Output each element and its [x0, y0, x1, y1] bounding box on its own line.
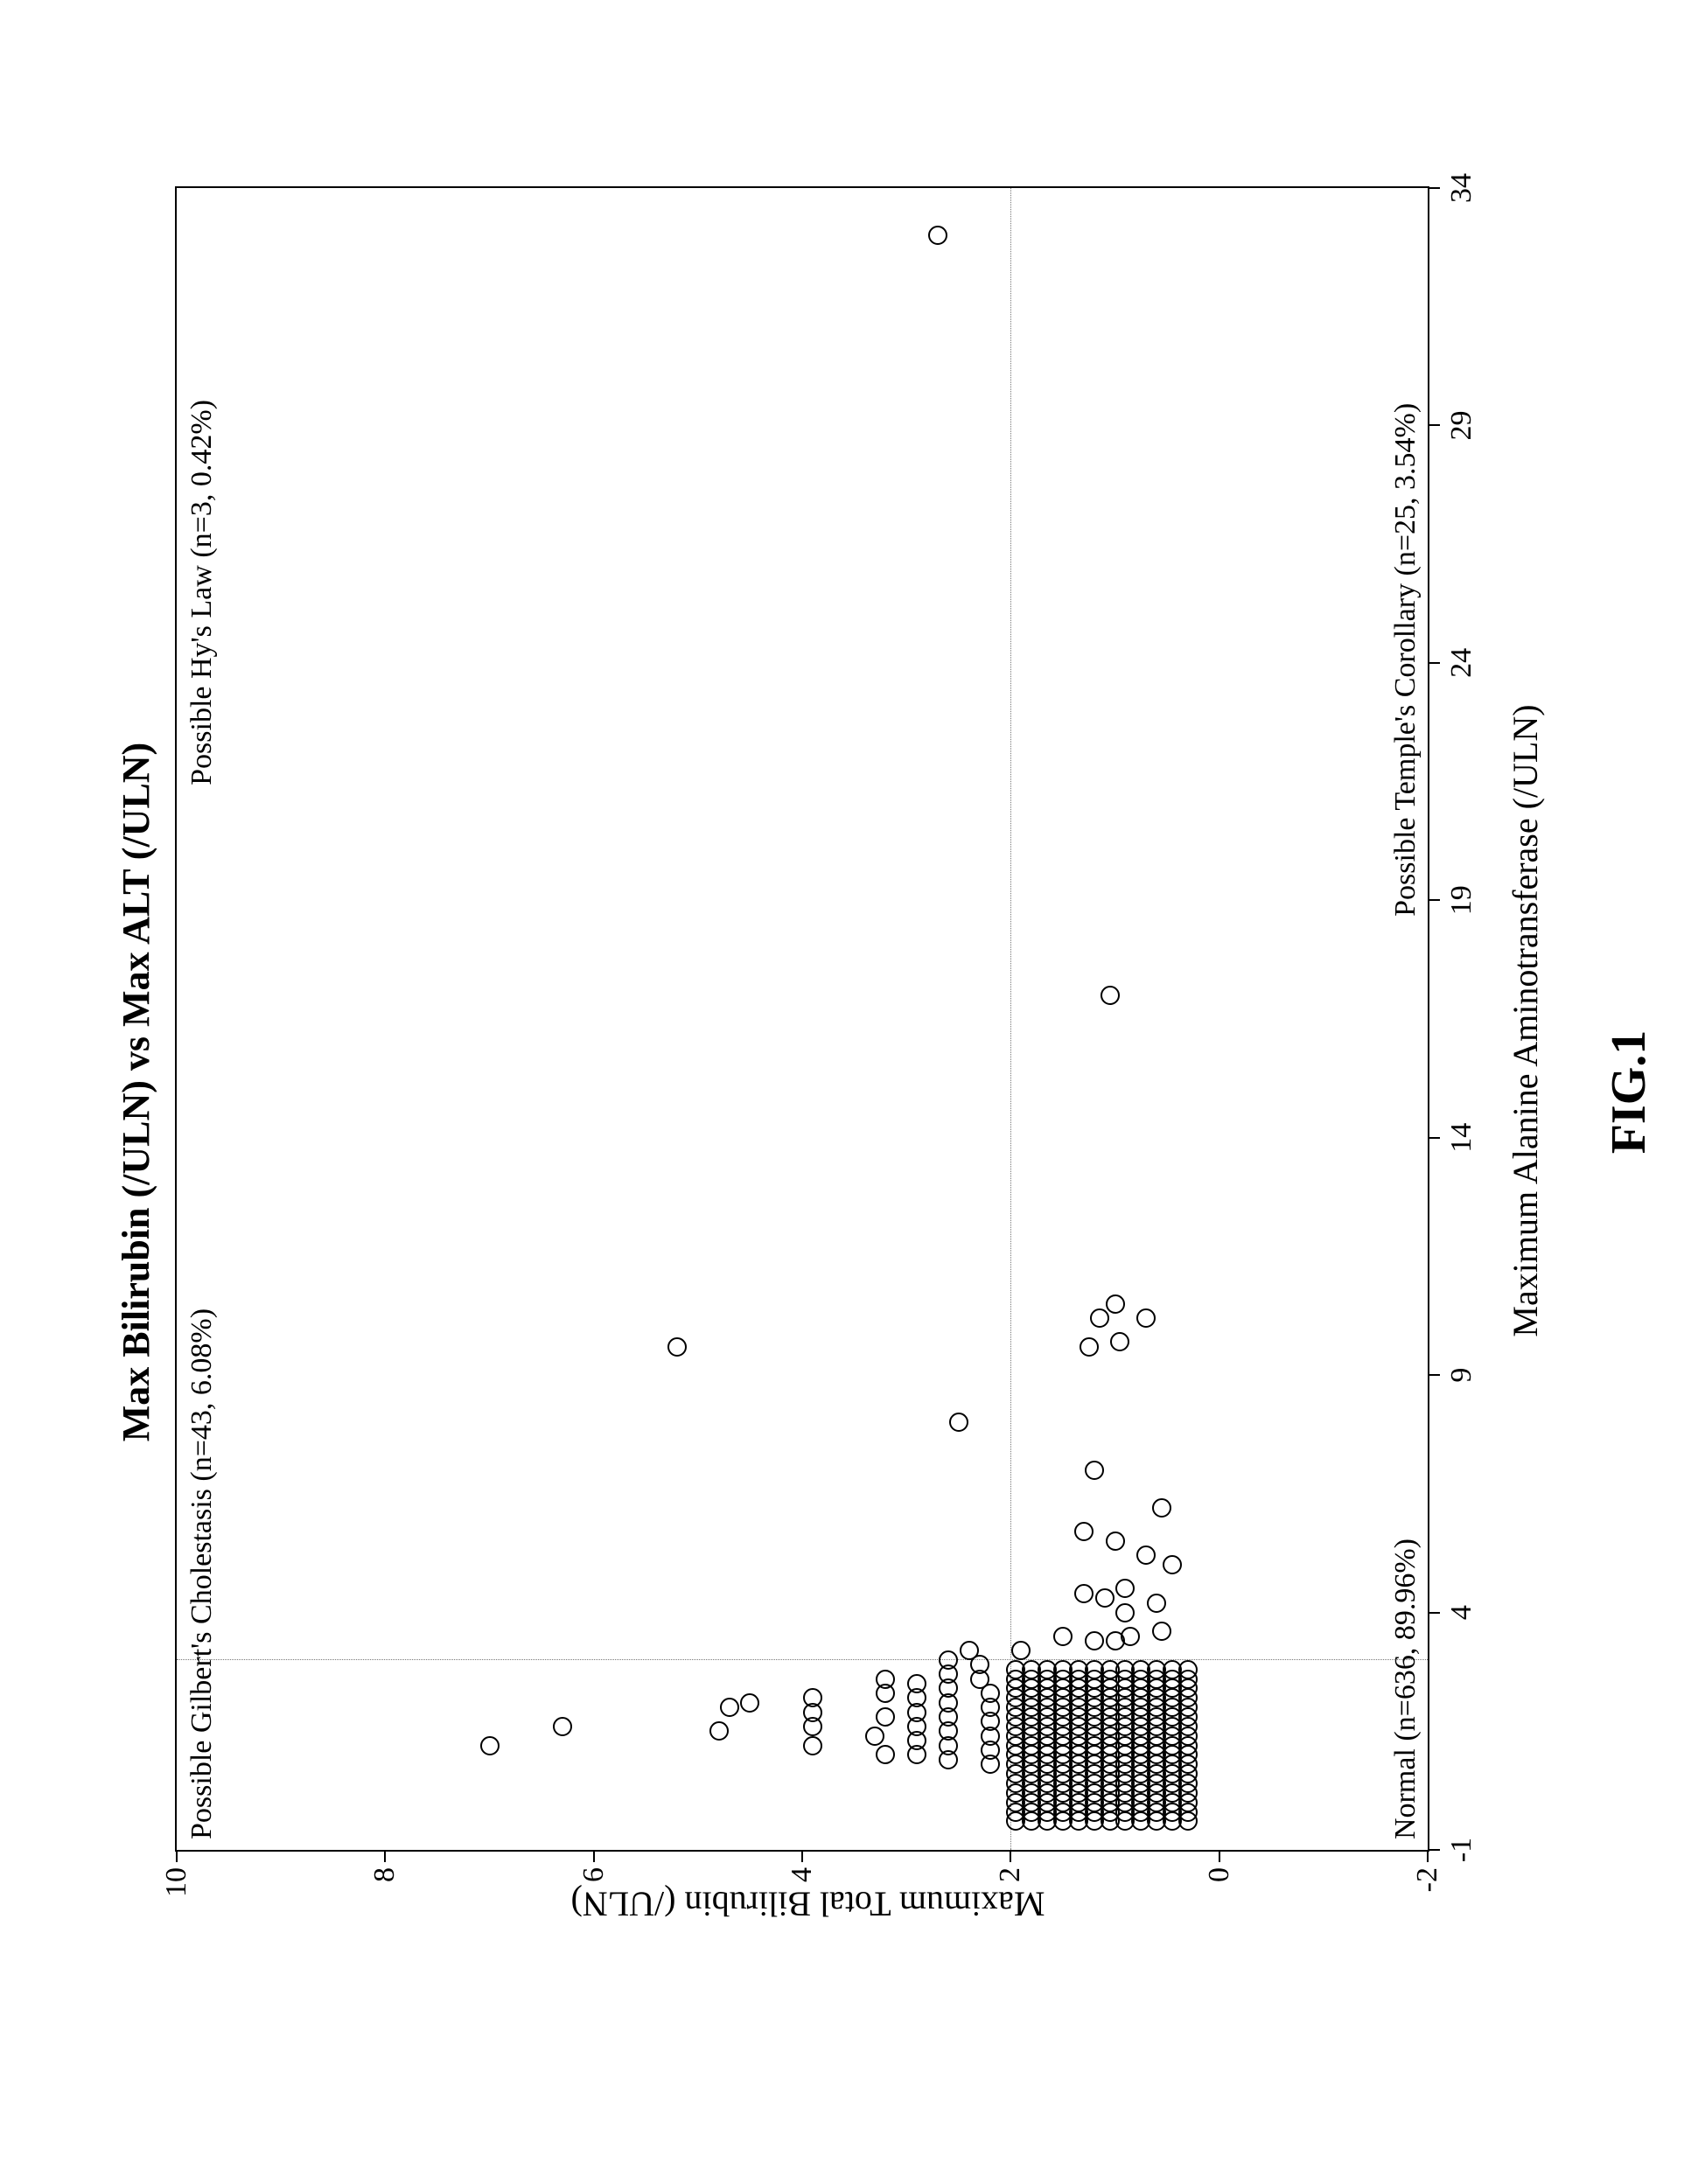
data-point	[1106, 1532, 1125, 1551]
data-point	[709, 1721, 729, 1741]
x-tick	[1428, 1612, 1440, 1614]
x-tick-label: 24	[1445, 648, 1478, 678]
y-tick	[1427, 1850, 1429, 1862]
data-point	[1090, 1308, 1109, 1328]
reference-line-horizontal	[1010, 188, 1011, 1850]
data-point	[876, 1745, 895, 1764]
y-tick	[384, 1850, 386, 1862]
data-point	[1147, 1594, 1166, 1613]
figure-caption: FIG.1	[1601, 0, 1657, 2184]
quadrant-label-lower-right: Possible Temple's Corollary (n=25, 3.54%…	[1389, 403, 1422, 917]
data-point	[1110, 1332, 1129, 1351]
x-tick	[1428, 1374, 1440, 1376]
data-point	[803, 1736, 822, 1755]
reference-line-vertical	[177, 1659, 1428, 1660]
quadrant-label-upper-left: Possible Gilbert's Cholestasis (n=43, 6.…	[185, 1308, 219, 1839]
data-point	[1074, 1584, 1094, 1603]
data-point	[1152, 1622, 1171, 1641]
data-point	[1136, 1308, 1156, 1328]
data-point	[1115, 1603, 1135, 1622]
x-tick-label: 9	[1445, 1368, 1478, 1383]
x-tick	[1428, 1137, 1440, 1139]
data-point	[1115, 1579, 1135, 1598]
y-tick	[801, 1850, 803, 1862]
y-tick-label: 10	[160, 1867, 193, 1911]
data-point	[876, 1707, 895, 1727]
y-tick-label: 0	[1203, 1867, 1236, 1911]
data-point	[553, 1717, 572, 1736]
data-point	[876, 1670, 895, 1689]
x-tick-label: 4	[1445, 1605, 1478, 1620]
data-point	[740, 1693, 759, 1713]
data-point	[803, 1688, 822, 1707]
data-point	[928, 226, 947, 245]
y-tick	[593, 1850, 595, 1862]
data-point	[1136, 1546, 1156, 1565]
y-tick	[1010, 1850, 1011, 1862]
data-point	[1095, 1588, 1115, 1608]
y-tick-label: 8	[368, 1867, 402, 1911]
data-point	[1080, 1337, 1099, 1357]
data-point	[981, 1755, 1000, 1774]
quadrant-label-lower-left: Normal (n=636, 89.96%)	[1389, 1539, 1422, 1839]
y-tick	[176, 1850, 178, 1862]
data-point	[1106, 1631, 1125, 1650]
data-point	[1085, 1461, 1104, 1480]
x-tick-label: 14	[1445, 1123, 1478, 1153]
data-point	[1106, 1294, 1125, 1314]
data-point	[1074, 1522, 1094, 1541]
y-axis-title: Maximum Total Bilirubin (/ULN)	[415, 1884, 1202, 1925]
chart-title: Max Bilirubin (/ULN) vs Max ALT (/ULN)	[114, 0, 158, 2184]
data-point	[939, 1650, 958, 1670]
scatter-plot-area: -1491419242934-20246810Possible Gilbert'…	[175, 186, 1429, 1852]
data-point	[1053, 1627, 1073, 1646]
data-point	[949, 1413, 968, 1432]
data-point	[1178, 1660, 1198, 1679]
data-point	[480, 1736, 500, 1755]
x-tick	[1428, 899, 1440, 901]
x-axis-title: Maximum Alanine Aminotransferase (/ULN)	[1505, 190, 1546, 1852]
data-point	[907, 1674, 926, 1693]
x-tick	[1428, 662, 1440, 664]
y-tick	[1219, 1850, 1220, 1862]
x-tick	[1428, 1849, 1440, 1851]
data-point	[1085, 1631, 1104, 1650]
data-point	[1101, 986, 1120, 1005]
figure-landscape: Max Bilirubin (/ULN) vs Max ALT (/ULN) -…	[0, 0, 1705, 2184]
rotated-figure-container: Max Bilirubin (/ULN) vs Max ALT (/ULN) -…	[0, 0, 1705, 2184]
x-tick	[1428, 187, 1440, 189]
data-point	[1163, 1555, 1182, 1574]
x-tick	[1428, 424, 1440, 426]
page: Max Bilirubin (/ULN) vs Max ALT (/ULN) -…	[0, 0, 1705, 2184]
data-point	[865, 1727, 884, 1746]
x-tick-label: -1	[1445, 1838, 1478, 1862]
y-tick-label: -2	[1411, 1867, 1444, 1911]
x-tick-label: 19	[1445, 885, 1478, 915]
data-point	[720, 1698, 739, 1717]
data-point	[1152, 1498, 1171, 1518]
quadrant-label-upper-right: Possible Hy's Law (n=3, 0.42%)	[185, 400, 219, 785]
data-point	[1011, 1641, 1031, 1660]
x-tick-label: 34	[1445, 173, 1478, 203]
x-tick-label: 29	[1445, 410, 1478, 440]
data-point	[667, 1337, 687, 1357]
